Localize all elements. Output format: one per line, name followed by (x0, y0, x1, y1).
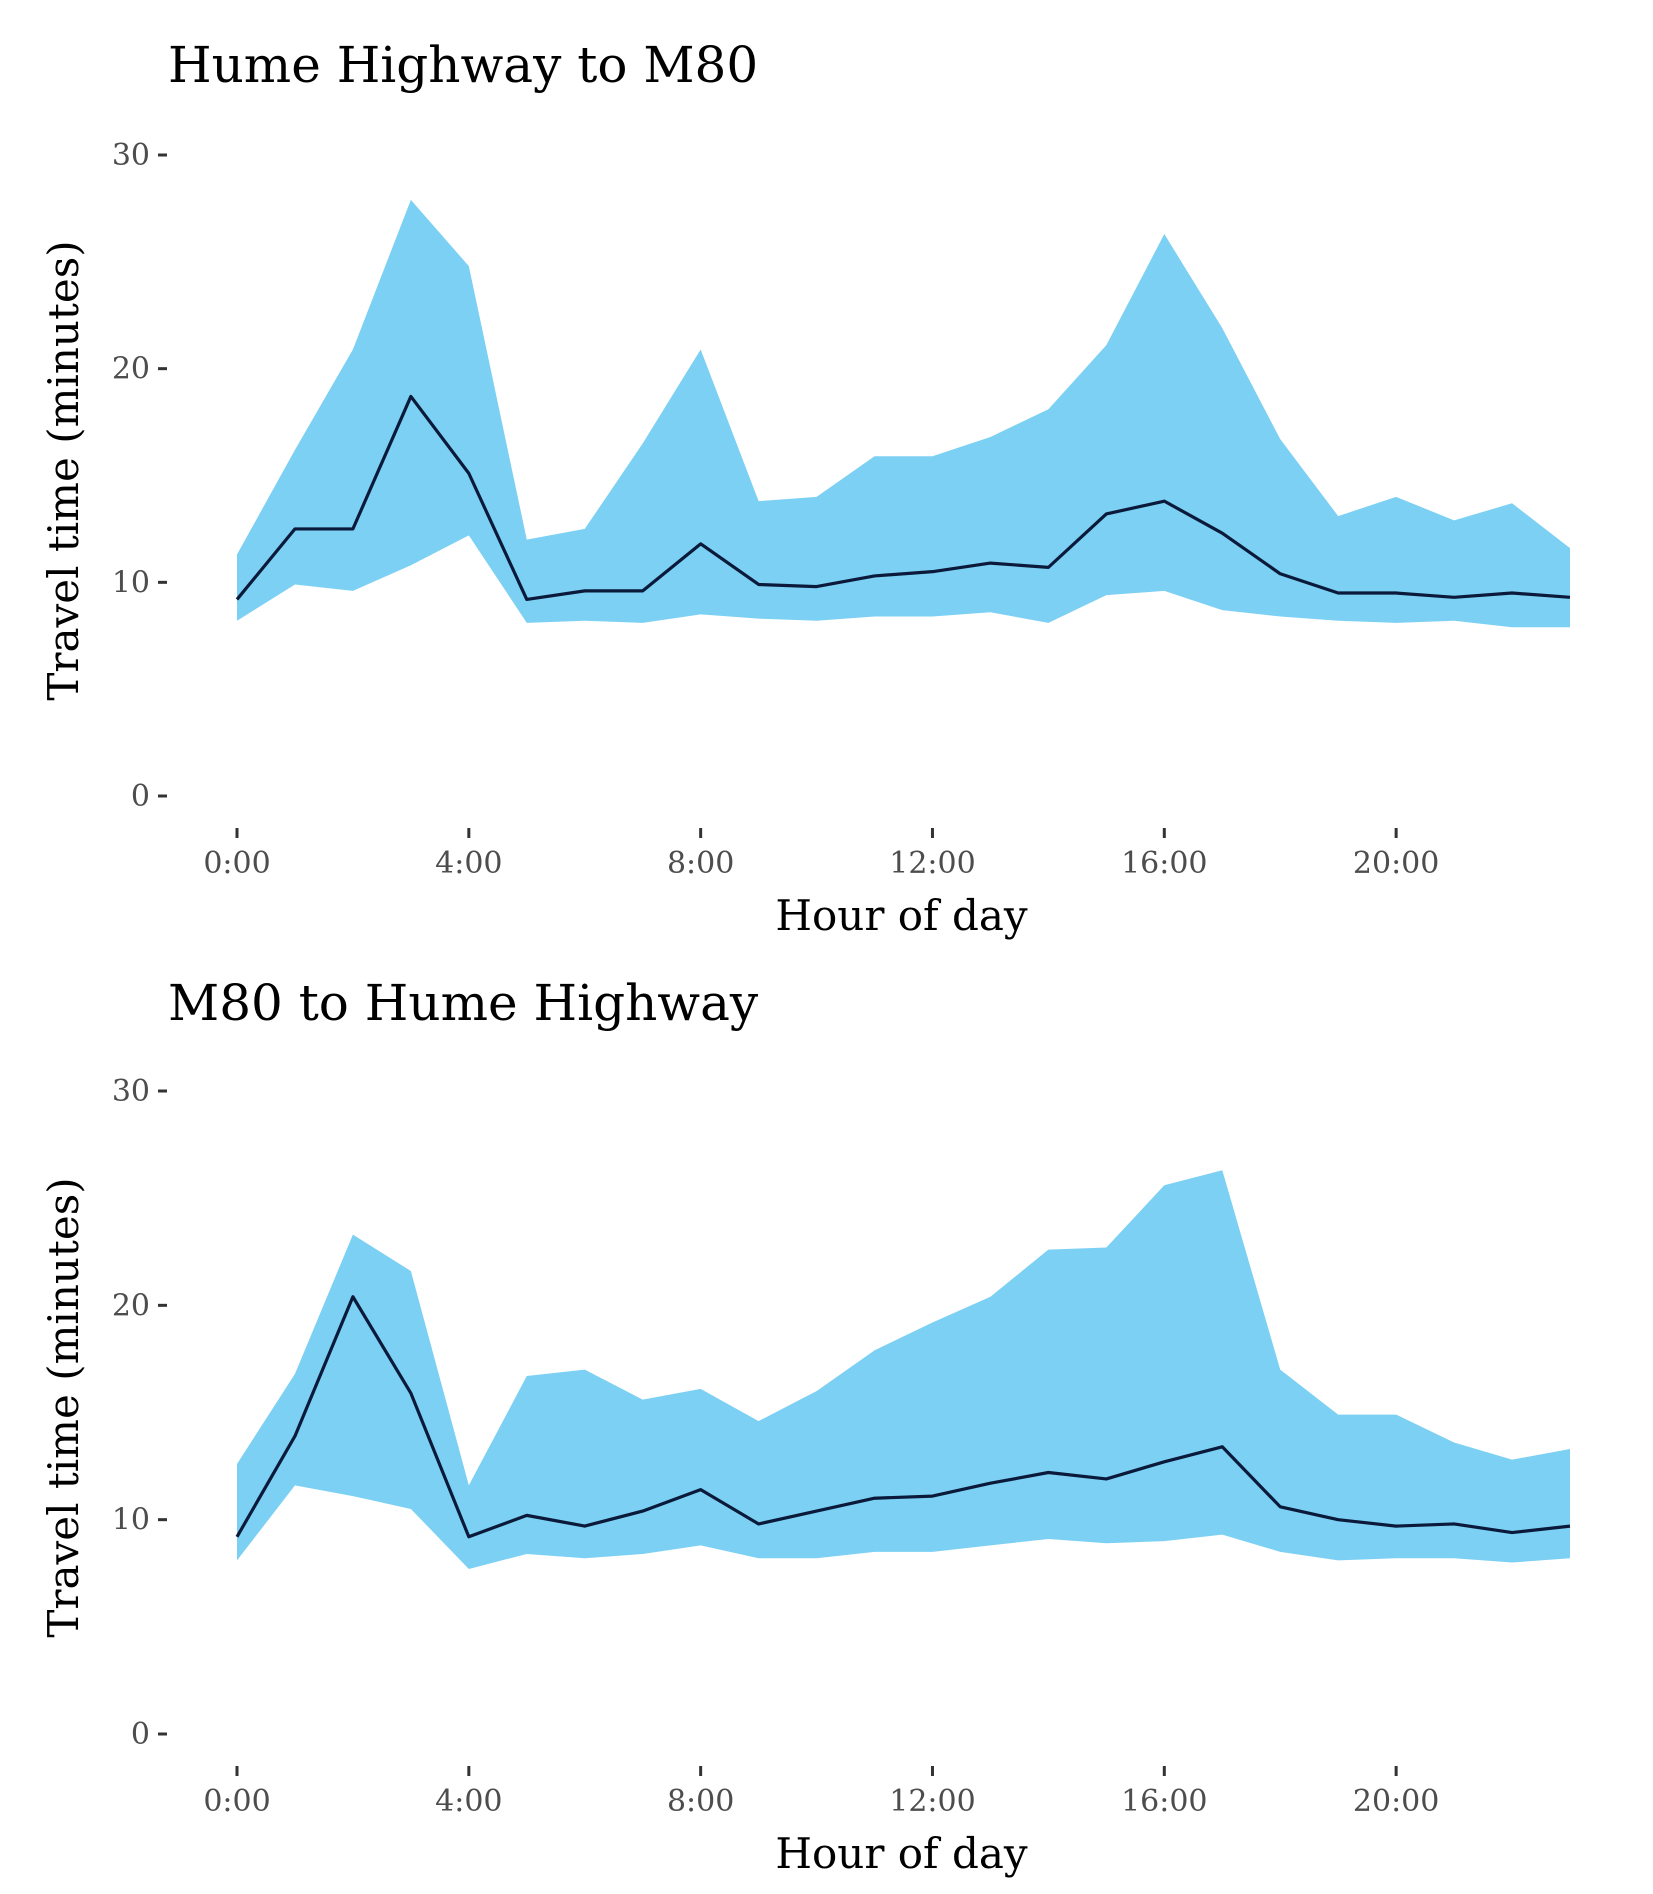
panel-1: Hume Highway to M80 0 10 20 30 0:00 4:00 8:00 12… (39, 36, 1571, 940)
y-tick-label: 10 (112, 565, 150, 600)
x-tick-label: 8:00 (667, 1784, 734, 1819)
x-tick-label: 16:00 (1121, 846, 1207, 881)
range-band (237, 199, 1570, 628)
panel-title: Hume Highway to M80 (168, 36, 758, 94)
median-line (235, 394, 1571, 602)
x-tick-label: 4:00 (435, 846, 502, 881)
y-tick-label: 10 (112, 1503, 150, 1538)
range-band (237, 1170, 1570, 1569)
y-tick-label: 20 (112, 352, 150, 387)
y-tick-label: 0 (131, 1717, 150, 1752)
x-tick-label: 16:00 (1121, 1784, 1207, 1819)
y-tick-label: 20 (112, 1288, 150, 1323)
y-axis-title: Travel time (minutes) (39, 240, 88, 700)
y-tick-label: 30 (112, 138, 150, 173)
x-tick-label: 0:00 (203, 1784, 270, 1819)
x-tick-label: 8:00 (667, 846, 734, 881)
y-axis-title: Travel time (minutes) (39, 1177, 88, 1637)
x-tick-label: 0:00 (203, 846, 270, 881)
panel-2: M80 to Hume Highway 0 10 20 30 0:00 4:00 8:00 12… (39, 974, 1571, 1878)
x-tick-label: 4:00 (435, 1784, 502, 1819)
x-tick-label: 20:00 (1353, 1784, 1439, 1819)
y-tick-label: 30 (112, 1074, 150, 1109)
median-line (235, 1295, 1571, 1539)
x-tick-label: 20:00 (1353, 846, 1439, 881)
y-tick-label: 0 (131, 779, 150, 814)
panel-title: M80 to Hume Highway (168, 974, 759, 1032)
x-axis-title: Hour of day (775, 891, 1027, 940)
x-tick-label: 12:00 (889, 846, 975, 881)
x-tick-label: 12:00 (889, 1784, 975, 1819)
x-axis-title: Hour of day (775, 1829, 1027, 1878)
